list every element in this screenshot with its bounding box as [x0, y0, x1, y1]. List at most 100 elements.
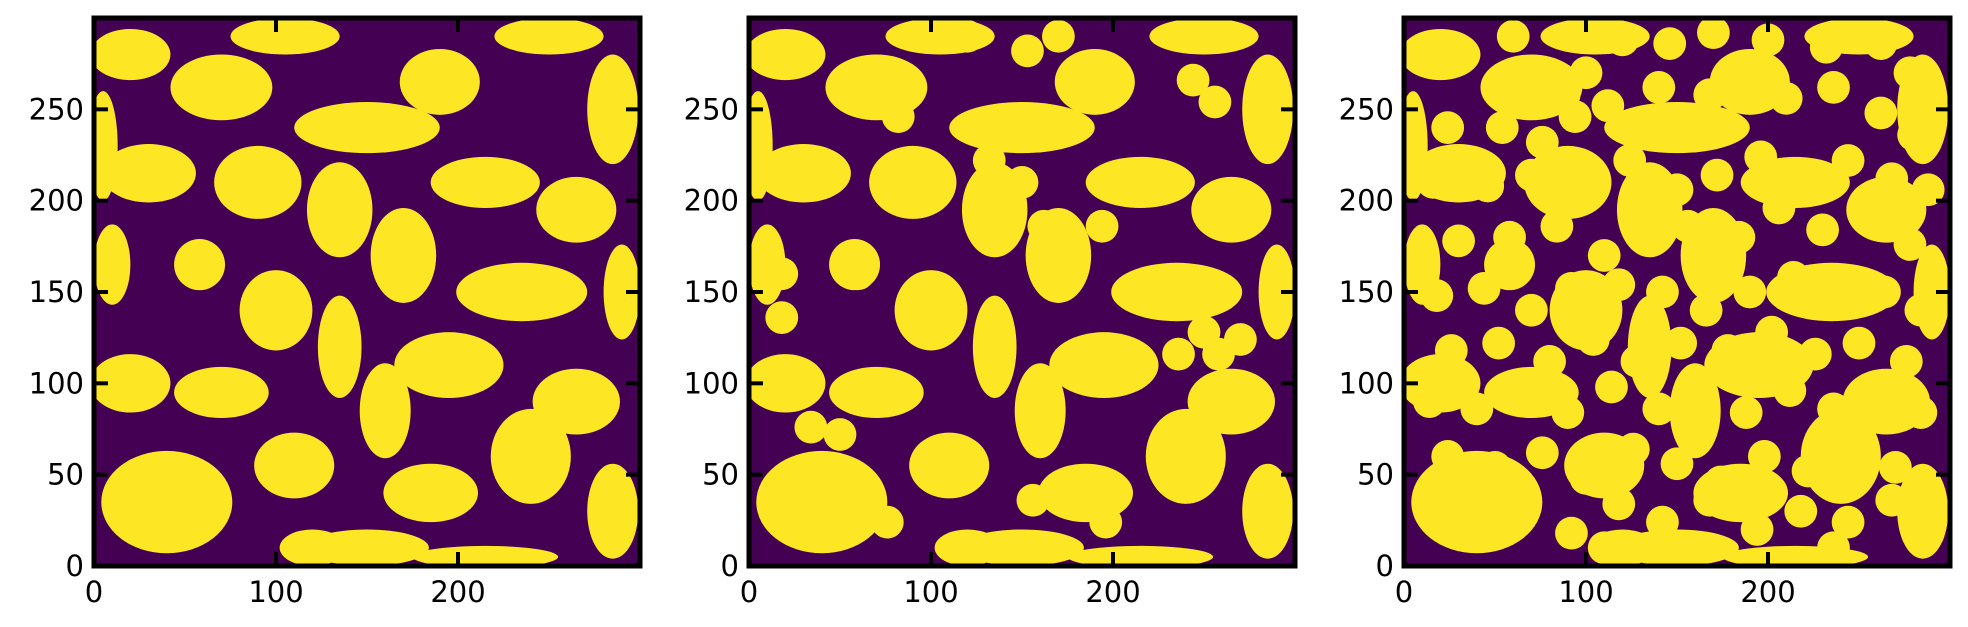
- y-tick-label: 250: [684, 92, 739, 126]
- disk-mark: [951, 19, 984, 53]
- disk-mark: [1911, 173, 1945, 207]
- x-tick-label: 200: [1740, 575, 1795, 609]
- disk-mark: [1660, 447, 1694, 481]
- y-tick-label: 250: [1339, 92, 1394, 126]
- disk-mark: [1777, 261, 1810, 294]
- disk-mark: [1507, 487, 1541, 521]
- disk-mark: [1831, 505, 1865, 539]
- heatmap-cell-region: [1111, 262, 1243, 322]
- disk-mark: [1864, 96, 1898, 130]
- heatmap-cell-region: [174, 366, 269, 419]
- heatmap-cell-region: [1067, 545, 1214, 566]
- x-tick-label: 0: [1395, 575, 1413, 609]
- disk-mark: [1176, 63, 1210, 97]
- heatmap-cell-region: [829, 366, 924, 419]
- disk-mark: [1413, 385, 1446, 418]
- disk-mark: [1817, 392, 1850, 426]
- disk-mark: [1911, 516, 1945, 550]
- heatmap-cell-region: [412, 545, 559, 566]
- disk-mark: [1842, 326, 1876, 360]
- heatmap-cell-region: [749, 354, 826, 413]
- disk-mark: [1413, 494, 1446, 528]
- heatmap-cell-region: [1049, 332, 1159, 398]
- disk-mark: [1791, 454, 1825, 488]
- disk-mark: [1897, 118, 1930, 152]
- disk-mark: [1733, 275, 1767, 309]
- y-tick-label: 200: [29, 184, 84, 218]
- y-tick-label: 200: [684, 184, 739, 218]
- disk-mark: [1533, 345, 1566, 378]
- heatmap-cell-region: [756, 450, 888, 554]
- disk-mark: [1693, 483, 1727, 517]
- disk-mark: [1646, 505, 1679, 539]
- disk-mark: [1835, 436, 1869, 470]
- heatmap-cell-region: [254, 432, 335, 499]
- disk-mark: [1660, 535, 1694, 566]
- heatmap-cell-region: [587, 54, 639, 165]
- heatmap-panel-2: 0 100 200 0 50 100 150 200 250: [684, 15, 1298, 609]
- disk-mark: [1525, 125, 1559, 159]
- disk-mark: [881, 100, 915, 134]
- heatmap-field: [94, 18, 640, 566]
- heatmap-cell-region: [490, 408, 571, 504]
- disk-mark: [1478, 450, 1512, 484]
- disk-mark: [1773, 374, 1807, 408]
- y-tick-label: 100: [1339, 366, 1394, 400]
- heatmap-cell-region: [370, 207, 437, 303]
- heatmap-cell-region: [101, 450, 233, 554]
- disk-mark: [1784, 494, 1818, 528]
- heatmap-cell-region: [587, 463, 639, 559]
- disk-mark: [1806, 213, 1839, 247]
- disk-mark: [1431, 111, 1465, 144]
- disk-mark: [1467, 271, 1501, 305]
- x-tick-label: 100: [248, 575, 303, 609]
- heatmap-cell-region: [894, 270, 968, 351]
- heatmap-cell-region: [756, 144, 851, 203]
- heatmap-cell-region: [972, 295, 1017, 398]
- y-tick-label: 50: [1357, 458, 1394, 492]
- disk-mark: [1751, 23, 1785, 57]
- y-tick-label: 200: [1339, 184, 1394, 218]
- disk-mark: [1893, 56, 1927, 90]
- disk-mark: [1569, 56, 1603, 90]
- disk-mark: [1460, 392, 1494, 426]
- disk-mark: [1555, 516, 1588, 550]
- disk-mark: [1515, 158, 1548, 192]
- disk-mark: [1198, 85, 1232, 119]
- y-tick-label: 150: [684, 275, 739, 309]
- disk-mark: [1162, 337, 1195, 371]
- heatmap-cell-region: [456, 262, 588, 322]
- y-tick-label: 100: [29, 366, 84, 400]
- disk-mark: [1011, 34, 1044, 68]
- heatmap-cell-region: [1145, 408, 1226, 504]
- heatmap-cell-region: [174, 239, 226, 291]
- heatmap-cell-region: [394, 332, 504, 398]
- disk-mark: [1769, 81, 1803, 115]
- disk-mark: [1602, 487, 1636, 521]
- disk-mark: [870, 505, 904, 539]
- disk-mark: [794, 410, 828, 444]
- disk-mark: [1540, 209, 1574, 243]
- y-tick-label: 250: [29, 92, 84, 126]
- y-tick-label: 50: [702, 458, 739, 492]
- disk-mark: [1744, 140, 1778, 174]
- disk-mark: [1555, 271, 1588, 305]
- disk-mark: [1089, 505, 1123, 539]
- heatmap-cell-region: [94, 354, 171, 413]
- heatmap-cell-region: [532, 368, 620, 435]
- disk-mark: [823, 418, 857, 451]
- disk-mark: [1606, 23, 1639, 57]
- heatmap-cell-region: [909, 432, 990, 499]
- disk-mark: [1646, 275, 1679, 309]
- disk-mark: [1817, 71, 1850, 104]
- disk-mark: [1762, 191, 1796, 225]
- x-tick-label: 0: [85, 575, 103, 609]
- heatmap-cell-region: [294, 102, 440, 154]
- y-tick-label: 150: [29, 275, 84, 309]
- heatmap-cell-region: [101, 144, 196, 203]
- disk-mark: [1875, 162, 1909, 196]
- disk-mark: [1729, 396, 1763, 429]
- heatmap-cell-region: [1187, 368, 1275, 435]
- disk-mark: [1722, 220, 1756, 254]
- disk-mark: [1697, 18, 1730, 49]
